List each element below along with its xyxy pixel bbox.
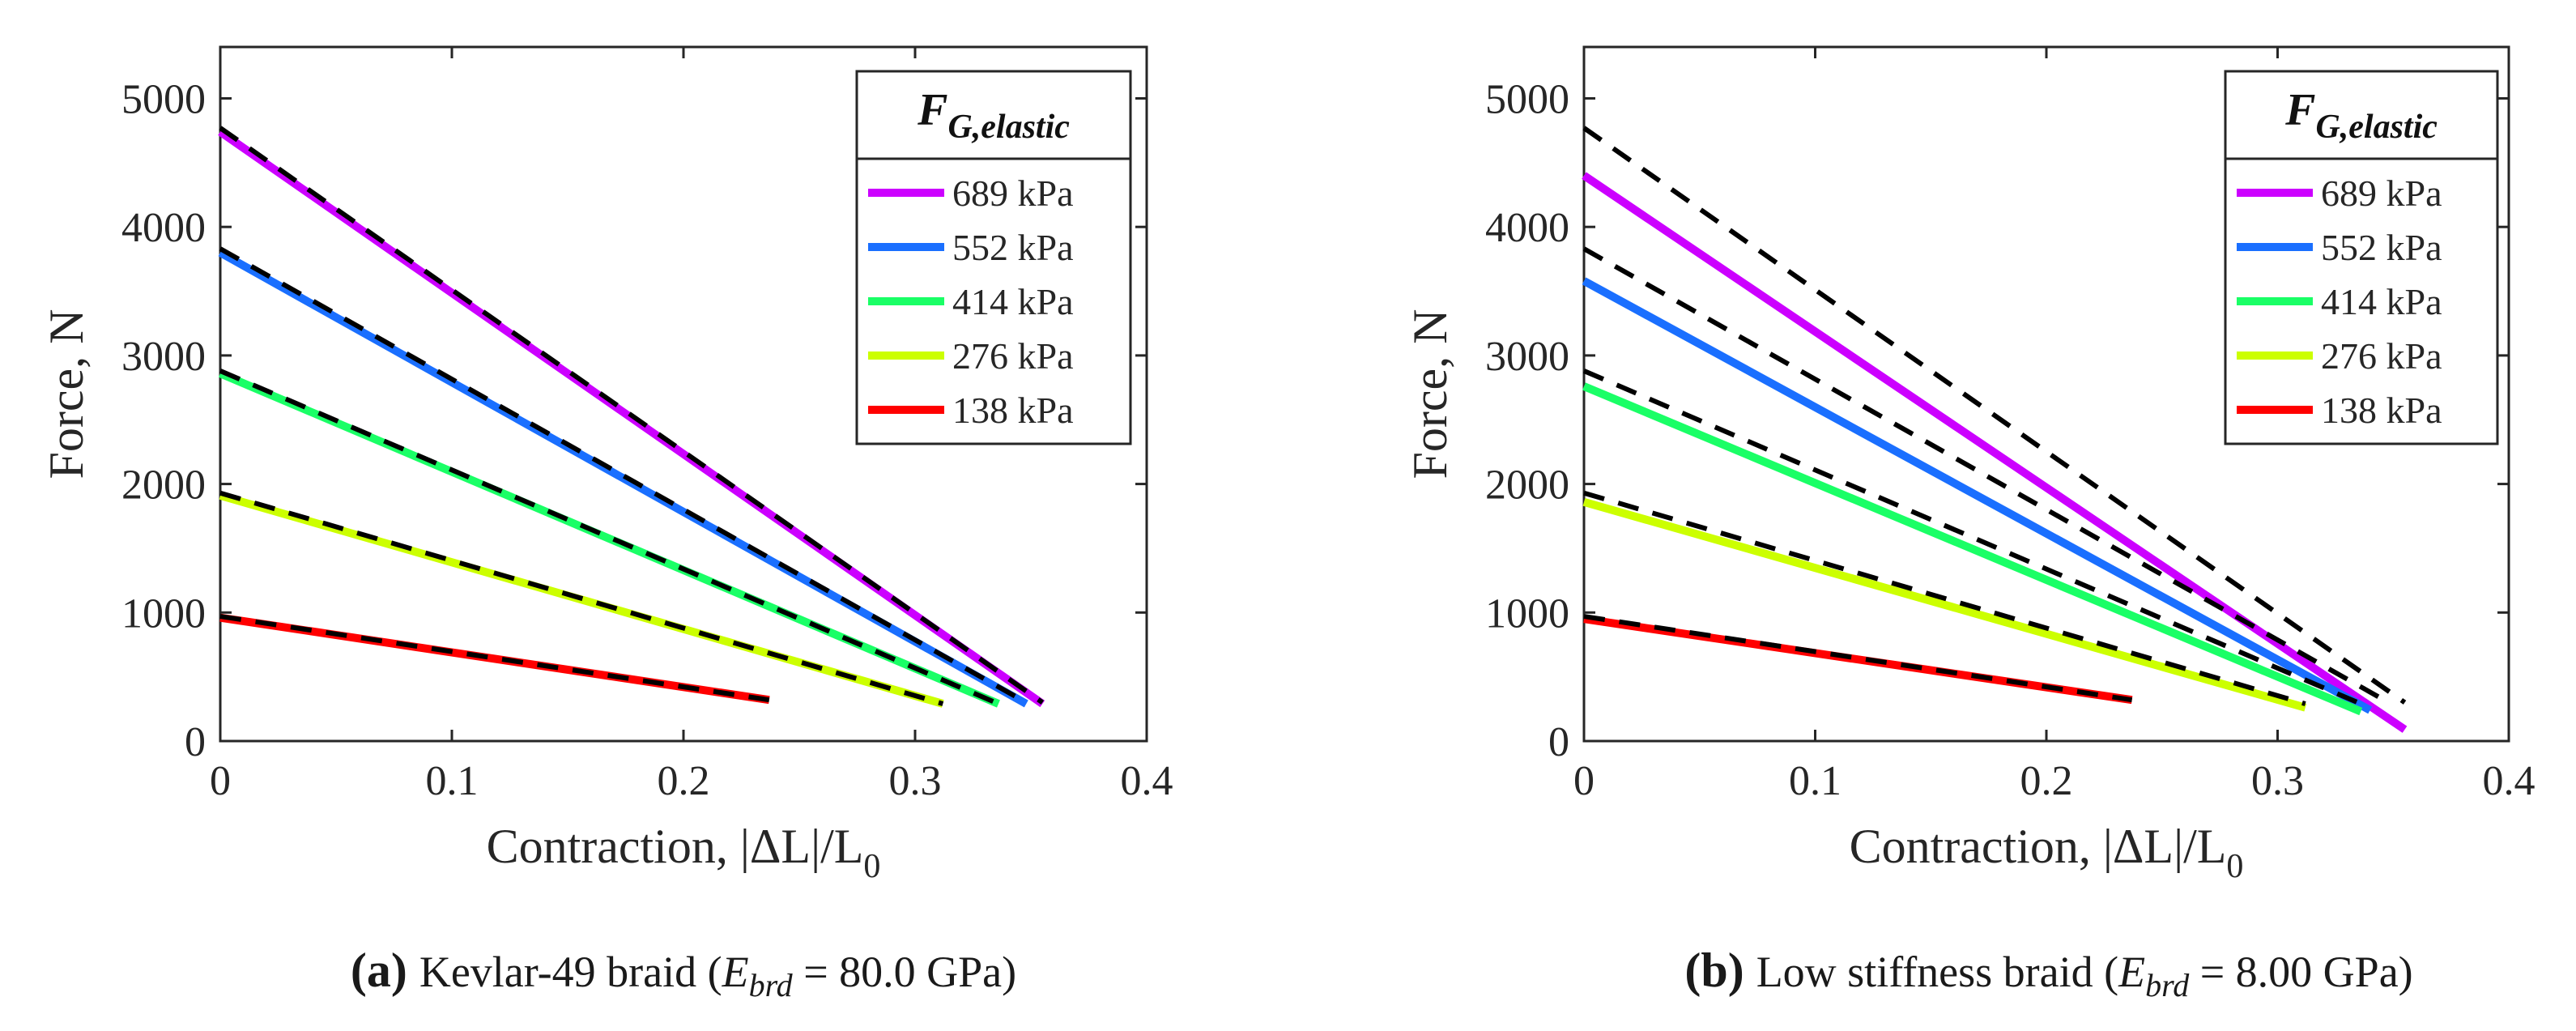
legend-box: [2224, 70, 2499, 445]
x-tick-label: 0.4: [2483, 758, 2536, 804]
y-tick-label: 0: [1548, 719, 1569, 765]
x-tick-label: 0.1: [1789, 758, 1842, 804]
y-tick-label: 2000: [1485, 462, 1569, 509]
legend-entry-label: 552 kPa: [952, 227, 1074, 268]
y-tick-label: 4000: [121, 205, 206, 251]
y-axis-label: Force, N: [1403, 309, 1457, 479]
legend-entry-label: 689 kPa: [2321, 173, 2442, 214]
legend-entry-label: 138 kPa: [952, 390, 1074, 431]
y-tick-label: 0: [185, 719, 206, 765]
series-line-552-kPa: [1582, 277, 2373, 714]
y-tick-label: 5000: [121, 76, 206, 122]
series-line-138-kPa: [219, 613, 770, 705]
reference-dashed-line: [1583, 490, 2306, 706]
x-tick-label: 0.3: [889, 758, 942, 804]
legend: FG,elastic 689 kPa 552 kPa 414 kPa 276 kPa 13…: [855, 70, 1132, 445]
x-axis-label: Contraction, |ΔL|/L0: [1850, 820, 2244, 885]
reference-dashed-line: [1582, 246, 2391, 705]
series-line-414-kPa: [1582, 382, 2363, 716]
chart-b: 0 0.1 0.2 0.3 0.4 0 1000 2000 3000 4000 5000 Contra…: [1403, 45, 2536, 1003]
legend: FG,elastic 689 kPa 552 kPa 414 kPa 276 kPa 13…: [2224, 70, 2499, 445]
legend-title: FG,elastic: [2284, 85, 2438, 146]
x-tick-label: 0.1: [426, 758, 479, 804]
legend-entry-label: 689 kPa: [952, 173, 1074, 214]
x-tick-label: 0: [1573, 758, 1595, 804]
x-tick-label: 0.2: [2020, 758, 2073, 804]
chart-a: 0 0.1 0.2 0.3 0.4 0 1000 2000 3000 4000 5000 Contra…: [40, 45, 1173, 1003]
legend-entry-label: 414 kPa: [2321, 281, 2442, 322]
y-tick-label: 1000: [121, 590, 206, 637]
reference-dashed-line: [219, 126, 1045, 705]
legend-entry-label: 276 kPa: [2321, 335, 2442, 377]
y-tick-label: 5000: [1485, 76, 1569, 122]
x-axis-label: Contraction, |ΔL|/L0: [487, 820, 881, 885]
subfigure-caption: (b) Low stiffness braid (Ebrd = 8.00 GPa…: [1684, 944, 2412, 1003]
x-tick-label: 0: [210, 758, 231, 804]
reference-dashed-line: [219, 490, 944, 706]
subfigure-caption: (a) Kevlar-49 braid (Ebrd = 80.0 GPa): [351, 944, 1016, 1003]
legend-entry-label: 552 kPa: [2321, 227, 2442, 268]
series-line-414-kPa: [219, 369, 1000, 708]
y-axis-label: Force, N: [40, 309, 93, 479]
x-tick-label: 0.3: [2251, 758, 2304, 804]
series-line-138-kPa: [1583, 615, 2133, 705]
y-tick-label: 2000: [121, 462, 206, 509]
legend-title: FG,elastic: [917, 85, 1070, 146]
legend-box: [855, 70, 1132, 445]
legend-entry-label: 414 kPa: [952, 281, 1074, 322]
series-line-276-kPa: [1582, 498, 2307, 712]
y-tick-label: 4000: [1485, 205, 1569, 251]
legend-entry-label: 138 kPa: [2321, 390, 2442, 431]
x-tick-label: 0.4: [1121, 758, 1173, 804]
y-tick-label: 3000: [1485, 334, 1569, 380]
reference-dashed-line: [219, 246, 1028, 705]
x-tick-label: 0.2: [658, 758, 710, 804]
y-tick-label: 1000: [1485, 590, 1569, 637]
y-tick-label: 3000: [121, 334, 206, 380]
reference-dashed-line: [1582, 126, 2407, 705]
legend-entry-label: 276 kPa: [952, 335, 1074, 377]
